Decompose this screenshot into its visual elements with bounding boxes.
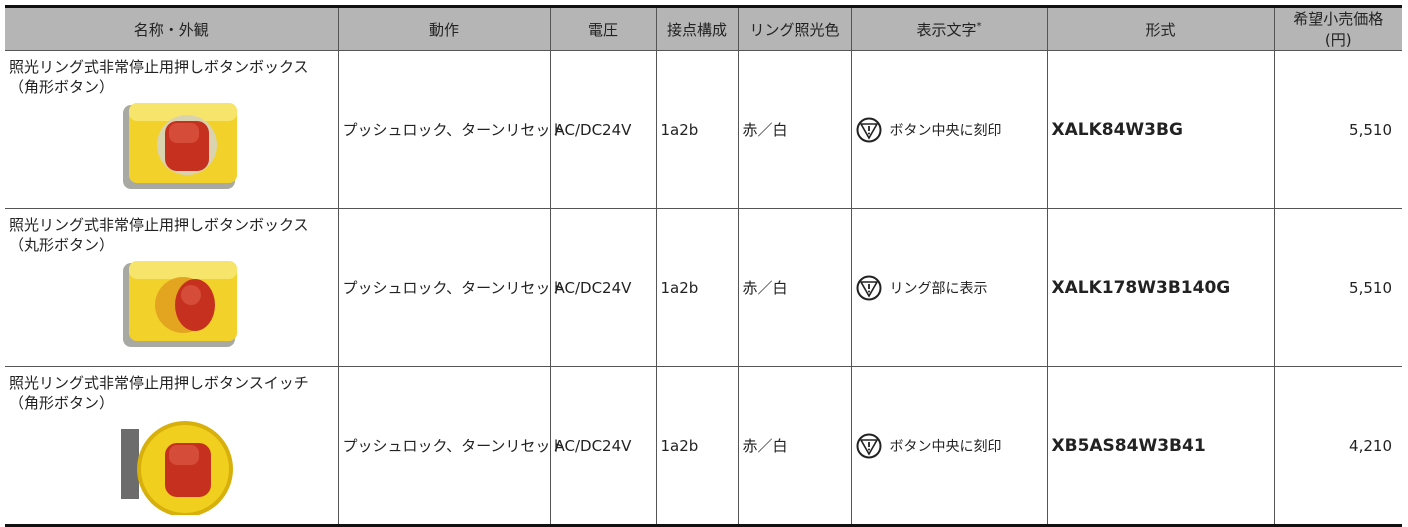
table-row: 照光リング式非常停止用押しボタンスイッチ （角形ボタン） プッシュロック、ターンリ… xyxy=(5,366,1402,527)
price-cell: 5,510 xyxy=(1273,208,1402,367)
symbol-icon xyxy=(856,433,881,458)
display-label: リング部に表示 xyxy=(889,280,988,297)
product-image xyxy=(123,103,237,189)
model-cell: XALK84W3BG xyxy=(1046,50,1275,209)
table-row: 照光リング式非常停止用押しボタンボックス （角形ボタン） プッシュロック、ターンリ… xyxy=(5,50,1402,209)
header-row: 名称・外観 動作 電圧 接点構成 リング照光色 表示文字* 形式 希望小売価格 … xyxy=(5,5,1402,51)
cell: プッシュロック、ターンリセット xyxy=(337,366,565,527)
display-text: リング部に表示 xyxy=(856,275,1043,301)
page: {"table": { "columns": ["名称・外観", "動作", "… xyxy=(5,5,1402,527)
cell: 1a2b xyxy=(655,50,739,209)
symbol-icon xyxy=(856,117,881,142)
display-text: ボタン中央に刻印 xyxy=(856,117,1043,143)
table-body: 照光リング式非常停止用押しボタンボックス （角形ボタン） プッシュロック、ターンリ… xyxy=(5,50,1402,527)
symbol-icon xyxy=(856,275,881,300)
cell: AC/DC24V xyxy=(549,50,657,209)
name-cell: 照光リング式非常停止用押しボタンボックス （角形ボタン） xyxy=(5,50,339,209)
cell: AC/DC24V xyxy=(549,366,657,527)
note-mark: * xyxy=(976,20,982,32)
product-table: 名称・外観 動作 電圧 接点構成 リング照光色 表示文字* 形式 希望小売価格 … xyxy=(5,5,1402,527)
cell: 赤／白 xyxy=(737,366,852,527)
product-image xyxy=(123,261,237,347)
product-name: 照光リング式非常停止用押しボタンスイッチ xyxy=(9,374,309,392)
display-cell: ボタン中央に刻印 xyxy=(850,366,1048,527)
header-cell: 名称・外観 xyxy=(5,5,339,51)
cell: 赤／白 xyxy=(737,208,852,367)
cell: 赤／白 xyxy=(737,50,852,209)
display-label: ボタン中央に刻印 xyxy=(889,122,1002,139)
product-variant: （角形ボタン） xyxy=(9,78,115,96)
cell: 1a2b xyxy=(655,366,739,527)
product-variant: （角形ボタン） xyxy=(9,394,115,412)
name-cell: 照光リング式非常停止用押しボタンスイッチ （角形ボタン） xyxy=(5,366,339,527)
cell: プッシュロック、ターンリセット xyxy=(337,50,565,209)
model-cell: XALK178W3B140G xyxy=(1046,208,1275,367)
header-cell: 電圧 xyxy=(549,5,657,51)
header-cell: リング照光色 xyxy=(737,5,852,51)
display-text: ボタン中央に刻印 xyxy=(856,433,1043,459)
price-cell: 5,510 xyxy=(1273,50,1402,209)
product-name: 照光リング式非常停止用押しボタンボックス xyxy=(9,58,309,76)
cell: AC/DC24V xyxy=(549,208,657,367)
display-cell: ボタン中央に刻印 xyxy=(850,50,1048,209)
header-cell: 希望小売価格 (円) xyxy=(1273,5,1402,51)
price-cell: 4,210 xyxy=(1273,366,1402,527)
product-variant: （丸形ボタン） xyxy=(9,236,115,254)
header-cell: 接点構成 xyxy=(655,5,739,51)
header-cell: 表示文字* xyxy=(850,5,1048,51)
cell: プッシュロック、ターンリセット xyxy=(337,208,565,367)
header-cell: 動作 xyxy=(337,5,551,51)
model-cell: XB5AS84W3B41 xyxy=(1046,366,1275,527)
name-cell: 照光リング式非常停止用押しボタンボックス （丸形ボタン） xyxy=(5,208,339,367)
cell: 1a2b xyxy=(655,208,739,367)
product-image xyxy=(121,421,233,515)
display-label: ボタン中央に刻印 xyxy=(889,438,1002,455)
table-row: 照光リング式非常停止用押しボタンボックス （丸形ボタン） プッシュロック、ターンリ… xyxy=(5,208,1402,367)
header-cell: 形式 xyxy=(1046,5,1275,51)
header-text: 表示文字 xyxy=(916,20,977,39)
product-name: 照光リング式非常停止用押しボタンボックス xyxy=(9,216,309,234)
display-cell: リング部に表示 xyxy=(850,208,1048,367)
